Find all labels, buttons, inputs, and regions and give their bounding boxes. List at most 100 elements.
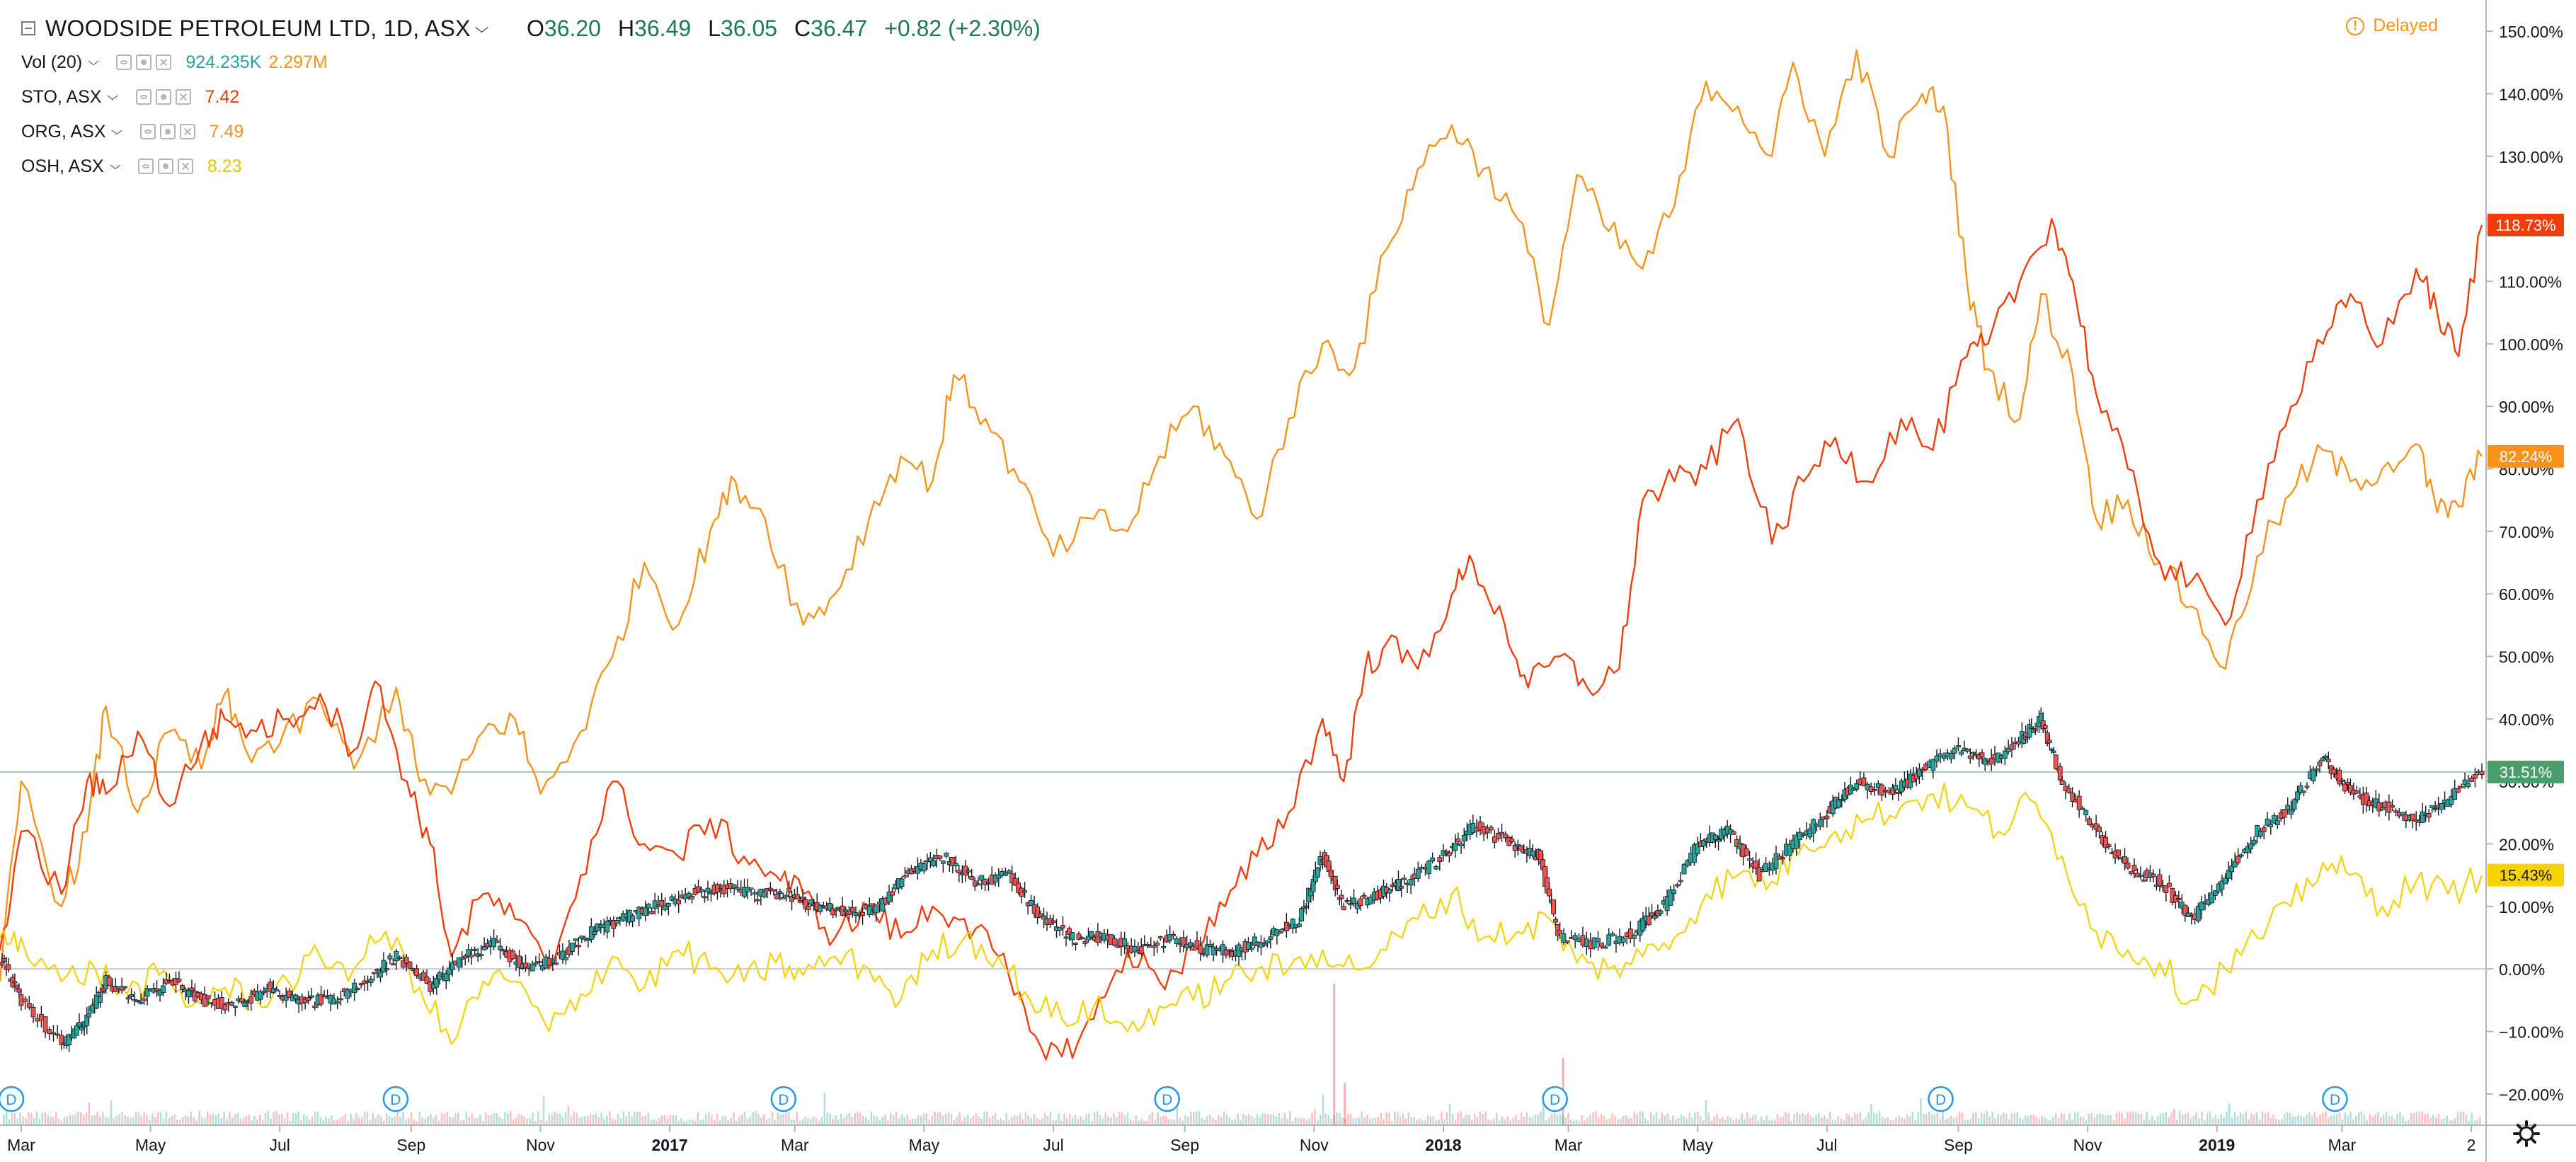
study-name[interactable]: STO, ASX xyxy=(21,86,102,107)
volume-bar xyxy=(1085,1114,1087,1125)
candle-body xyxy=(1041,915,1046,920)
volume-bar xyxy=(1831,1120,1834,1125)
volume-bar xyxy=(1308,1118,1310,1125)
volume-bar xyxy=(74,1114,76,1125)
volume-bar xyxy=(281,1114,283,1125)
candle-body xyxy=(394,951,399,962)
gear-icon[interactable] xyxy=(155,89,171,105)
volume-bar xyxy=(1600,1114,1603,1125)
dividend-marker[interactable] xyxy=(1928,1086,1954,1112)
volume-bar xyxy=(1289,1111,1291,1125)
gear-icon[interactable] xyxy=(157,159,173,174)
volume-bar xyxy=(779,1114,782,1125)
candle-body xyxy=(669,896,675,901)
candle-body xyxy=(1937,753,1943,757)
volume-bar xyxy=(1019,1112,1021,1125)
symbol-title[interactable]: WOODSIDE PETROLEUM LTD, 1D, ASX xyxy=(45,15,471,41)
chevron-down-icon[interactable]: ⌵ xyxy=(474,20,489,36)
candle-body xyxy=(1695,843,1700,854)
study-name[interactable]: ORG, ASX xyxy=(21,121,106,142)
volume-bar xyxy=(2134,1112,2137,1125)
volume-bar xyxy=(220,1118,222,1125)
close-icon[interactable] xyxy=(156,54,172,70)
volume-bar xyxy=(1339,1112,1341,1125)
volume-bar xyxy=(818,1120,820,1125)
candle-body xyxy=(2057,766,2063,781)
candle-body xyxy=(14,984,20,989)
volume-bar xyxy=(2269,1117,2272,1125)
candle-body xyxy=(2051,750,2056,753)
gear-icon[interactable] xyxy=(136,54,152,70)
volume-bar xyxy=(928,1120,930,1125)
volume-bar xyxy=(130,1117,132,1125)
dividend-marker[interactable] xyxy=(0,1086,25,1112)
study-name[interactable]: Vol (20) xyxy=(21,52,83,72)
dividend-marker[interactable] xyxy=(382,1086,409,1112)
eye-icon[interactable] xyxy=(116,54,132,70)
volume-bar xyxy=(1889,1120,1891,1125)
volume-bar xyxy=(1950,1115,1952,1125)
gear-icon[interactable] xyxy=(159,124,176,139)
volume-bar xyxy=(2391,1115,2393,1125)
volume-bar xyxy=(1385,1112,1387,1125)
chevron-down-icon[interactable]: ⌵ xyxy=(111,125,123,137)
close-icon[interactable] xyxy=(179,124,195,139)
candle-body xyxy=(42,1016,48,1032)
volume-bar xyxy=(236,1112,239,1125)
volume-bar xyxy=(258,1115,261,1125)
volume-bar xyxy=(857,1111,859,1125)
volume-bar xyxy=(881,1116,883,1125)
dividend-marker[interactable] xyxy=(770,1086,797,1112)
volume-bar xyxy=(1240,1120,1242,1125)
study-value: 7.42 xyxy=(205,86,240,107)
collapse-legend-icon[interactable] xyxy=(21,21,35,35)
volume-bar xyxy=(2049,1120,2051,1125)
dividend-marker[interactable] xyxy=(1542,1086,1568,1112)
volume-bar xyxy=(1691,1118,1693,1125)
volume-bar xyxy=(1176,1107,1179,1125)
eye-icon[interactable] xyxy=(135,89,151,105)
volume-bar xyxy=(2063,1114,2066,1125)
volume-bar xyxy=(1292,1120,1294,1125)
candle-body xyxy=(2125,863,2131,869)
volume-bar xyxy=(1052,1120,1055,1125)
study-name[interactable]: OSH, ASX xyxy=(21,156,104,176)
volume-bar xyxy=(462,1120,465,1125)
x-tick-label: Jul xyxy=(1816,1136,1837,1154)
volume-bar xyxy=(2245,1111,2247,1125)
volume-bar xyxy=(1961,1112,1964,1125)
gear-icon[interactable] xyxy=(2512,1120,2541,1148)
last-value-osh-badge-label: 15.43% xyxy=(2500,867,2553,885)
close-icon[interactable] xyxy=(177,159,193,174)
volume-bar xyxy=(1388,1112,1390,1125)
volume-bar xyxy=(944,1114,947,1125)
candle-body xyxy=(630,915,636,922)
dividend-marker[interactable] xyxy=(1154,1086,1180,1112)
volume-bar xyxy=(1374,1117,1377,1125)
chevron-down-icon[interactable]: ⌵ xyxy=(88,56,100,68)
volume-bar xyxy=(2170,1112,2173,1125)
volume-bar xyxy=(124,1115,126,1125)
candle-body xyxy=(1503,834,1509,839)
volume-bar xyxy=(2223,1117,2225,1125)
candle-body xyxy=(161,985,166,993)
close-icon[interactable] xyxy=(175,89,191,105)
eye-icon[interactable] xyxy=(137,159,154,174)
chevron-down-icon[interactable]: ⌵ xyxy=(107,91,119,103)
candle-body xyxy=(309,995,314,998)
chevron-down-icon[interactable]: ⌵ xyxy=(109,160,121,172)
volume-bar xyxy=(1484,1111,1487,1125)
delayed-badge[interactable]: ! Delayed xyxy=(2346,16,2438,36)
candle-body xyxy=(2238,854,2244,857)
volume-bar xyxy=(606,1115,608,1125)
volume-bar xyxy=(1416,1120,1418,1125)
volume-bar xyxy=(724,1116,727,1125)
dividend-marker[interactable] xyxy=(2322,1086,2348,1112)
eye-icon[interactable] xyxy=(139,124,156,139)
volume-bar xyxy=(972,1115,975,1125)
volume-bar xyxy=(1598,1117,1600,1125)
candle-body xyxy=(1780,857,1785,860)
volume-bar xyxy=(1627,1117,1630,1125)
